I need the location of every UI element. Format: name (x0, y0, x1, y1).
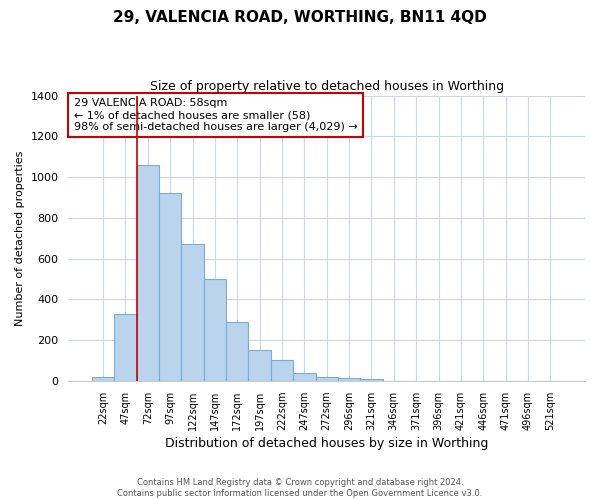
Bar (316, 377, 338, 381)
Bar (204, 279, 226, 381)
Y-axis label: Number of detached properties: Number of detached properties (15, 150, 25, 326)
Bar (271, 360, 293, 381)
Bar (137, 165, 159, 381)
Text: 29 VALENCIA ROAD: 58sqm
← 1% of detached houses are smaller (58)
98% of semi-det: 29 VALENCIA ROAD: 58sqm ← 1% of detached… (74, 98, 358, 132)
Bar (114, 314, 137, 381)
Bar (293, 372, 316, 381)
Bar (181, 244, 204, 381)
Title: Size of property relative to detached houses in Worthing: Size of property relative to detached ho… (149, 80, 504, 93)
X-axis label: Distribution of detached houses by size in Worthing: Distribution of detached houses by size … (165, 437, 488, 450)
Text: Contains HM Land Registry data © Crown copyright and database right 2024.
Contai: Contains HM Land Registry data © Crown c… (118, 478, 482, 498)
Bar (338, 378, 360, 381)
Bar (226, 322, 248, 381)
Bar (159, 194, 181, 381)
Bar (248, 350, 271, 381)
Bar (360, 379, 383, 381)
Bar (92, 377, 114, 381)
Text: 29, VALENCIA ROAD, WORTHING, BN11 4QD: 29, VALENCIA ROAD, WORTHING, BN11 4QD (113, 10, 487, 25)
